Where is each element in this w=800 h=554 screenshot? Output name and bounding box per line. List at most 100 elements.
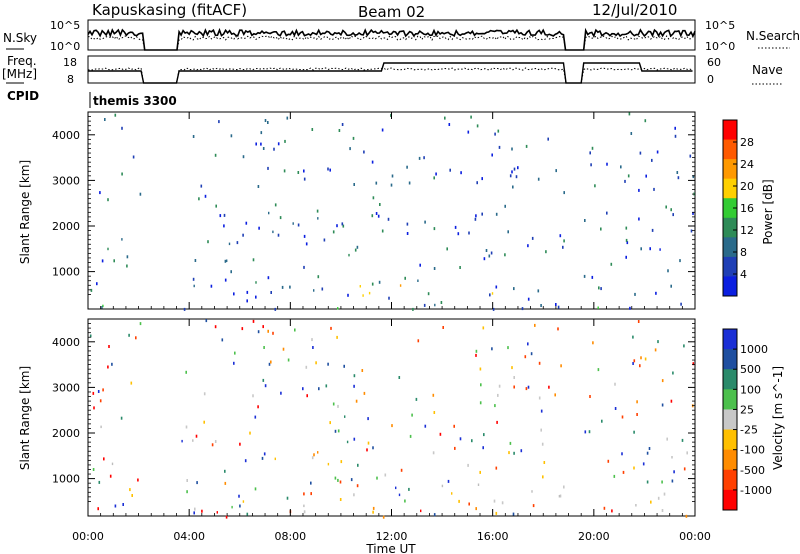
echo-cell [214,440,217,443]
echo-cell [100,425,102,429]
echo-cell [683,467,686,471]
echo-cell [317,451,319,454]
echo-cell [274,307,277,311]
echo-cell [513,287,515,291]
echo-cell [255,142,257,146]
x-tick-label: 00:00 [679,530,711,543]
echo-cell [185,370,187,374]
echo-cell [637,320,640,323]
echo-cell [592,341,594,345]
y-tick-label: 2000 [52,220,80,233]
echo-cell [476,181,478,185]
echo-cell [597,368,600,372]
echo-cell [346,440,349,444]
echo-cell [444,116,446,120]
echo-cell [264,119,267,122]
echo-cell [356,484,359,488]
echo-cell [527,385,530,389]
echo-cell [482,326,485,330]
echo-cell [92,468,95,471]
echo-cell [391,174,394,178]
echo-cell [267,329,269,333]
echo-cell [107,198,109,202]
echo-cell [636,413,638,416]
echo-cell [239,442,241,446]
echo-cell [527,244,529,248]
echo-cell [306,394,308,398]
echo-cell [517,166,519,170]
echo-cell [524,355,527,359]
echo-cell [481,212,483,216]
echo-cell [527,342,529,346]
echo-cell [274,457,276,461]
echo-cell [98,480,101,484]
echo-cell [543,461,546,464]
echo-cell [102,388,104,392]
echo-cell [356,245,359,249]
echo-cell [606,211,608,215]
y-tick-label: 4000 [52,336,80,349]
echo-cell [244,459,247,463]
echo-cell [218,120,220,124]
echo-cell [390,113,392,117]
echo-cell [104,118,106,121]
echo-cell [323,238,326,242]
echo-cell [252,258,255,262]
colorbar-swatch [723,469,737,491]
echo-cell [606,162,608,166]
echo-cell [448,123,451,126]
x-tick-label: 00:00 [72,530,104,543]
echo-cell [102,304,104,308]
echo-cell [433,176,435,180]
echo-cell [504,253,506,257]
freq-strip-frame [87,55,696,84]
echo-cell [359,285,361,288]
echo-cell [257,405,259,409]
echo-cell [137,478,139,482]
echo-cell [387,217,390,221]
echo-cell [339,498,342,501]
echo-cell [494,404,496,408]
echo-cell [274,203,277,207]
echo-cell [128,333,130,337]
x-tick-label: 08:00 [274,530,306,543]
echo-cell [459,437,462,441]
echo-cell [638,188,640,192]
echo-cell [644,119,647,123]
echo-cell [303,504,305,508]
echo-cell [404,499,406,503]
echo-cell [305,365,308,369]
echo-cell [192,277,195,281]
echo-cell [479,470,481,474]
echo-cell [639,364,641,368]
echo-cell [630,132,633,135]
echo-cell [236,241,239,245]
echo-cell [666,437,668,441]
echo-cell [313,289,315,292]
echo-cell [342,224,345,228]
echo-cell [382,515,385,519]
echo-cell [89,334,92,338]
freq-tick-high: 18 [63,56,77,69]
echo-cell [121,238,123,241]
y-tick-label: 3000 [52,174,80,187]
colorbar-tick-label: 500 [740,363,761,376]
echo-cell [230,134,233,138]
echo-cell [224,481,227,485]
echo-cell [441,484,444,488]
echo-cell [262,147,265,150]
echo-cell [512,185,514,189]
echo-cell [467,463,469,467]
echo-cell [348,253,350,257]
nsearch-label: N.Search [746,29,800,43]
echo-cell [254,415,257,419]
echo-cell [233,361,235,365]
echo-cell [375,181,378,185]
colorbar-tick-label: -500 [740,464,765,477]
echo-cell [497,393,499,397]
echo-cell [491,292,494,295]
colorbar-swatch [723,159,737,180]
colorbar-tick-label: 8 [740,246,747,259]
colorbar-tick-label: -25 [740,424,758,437]
echo-cell [513,376,515,379]
